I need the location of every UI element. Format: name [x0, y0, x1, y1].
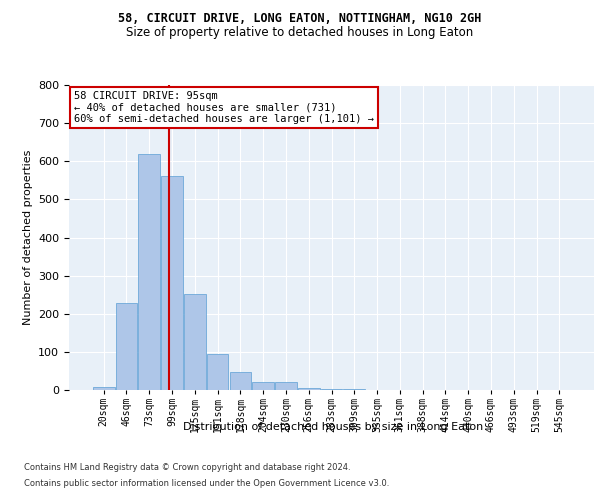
- Text: 58 CIRCUIT DRIVE: 95sqm
← 40% of detached houses are smaller (731)
60% of semi-d: 58 CIRCUIT DRIVE: 95sqm ← 40% of detache…: [74, 91, 374, 124]
- Bar: [275, 382, 297, 390]
- Bar: [343, 389, 365, 390]
- Bar: [298, 388, 320, 390]
- Bar: [184, 294, 206, 390]
- Text: Size of property relative to detached houses in Long Eaton: Size of property relative to detached ho…: [127, 26, 473, 39]
- Bar: [230, 372, 251, 390]
- Bar: [161, 176, 183, 390]
- Bar: [93, 387, 115, 390]
- Bar: [320, 389, 343, 390]
- Text: Distribution of detached houses by size in Long Eaton: Distribution of detached houses by size …: [183, 422, 483, 432]
- Bar: [253, 382, 274, 390]
- Y-axis label: Number of detached properties: Number of detached properties: [23, 150, 32, 325]
- Text: Contains public sector information licensed under the Open Government Licence v3: Contains public sector information licen…: [24, 478, 389, 488]
- Bar: [116, 304, 137, 390]
- Text: 58, CIRCUIT DRIVE, LONG EATON, NOTTINGHAM, NG10 2GH: 58, CIRCUIT DRIVE, LONG EATON, NOTTINGHA…: [118, 12, 482, 24]
- Text: Contains HM Land Registry data © Crown copyright and database right 2024.: Contains HM Land Registry data © Crown c…: [24, 462, 350, 471]
- Bar: [139, 154, 160, 390]
- Bar: [207, 354, 229, 390]
